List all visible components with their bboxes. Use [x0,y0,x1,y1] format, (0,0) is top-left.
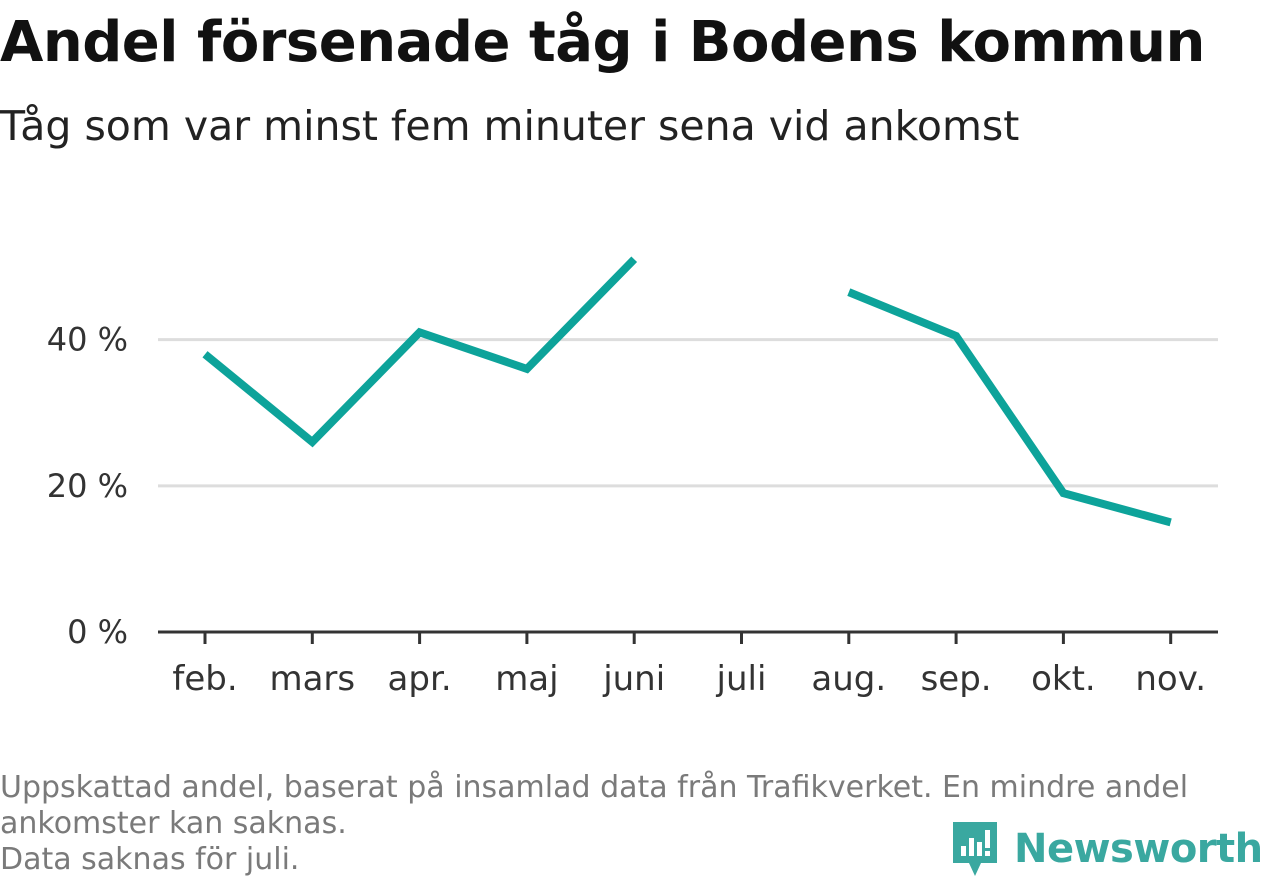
grid-lines [158,338,1218,488]
y-axis-ticks: 0 % 20 % 40 % [47,321,128,651]
x-tick-label: juni [602,659,665,699]
chart-subtitle: Tåg som var minst fem minuter sena vid a… [0,102,1020,150]
footnote-line: ankomster kan saknas. [0,806,347,841]
x-tick-label: nov. [1135,659,1206,699]
x-tick-label: sep. [921,659,992,699]
x-tick-label: apr. [388,659,452,699]
y-tick-label: 40 % [47,321,128,359]
x-axis: feb. mars apr. maj juni juli aug. sep. okt. nov. [158,630,1218,699]
footnote-line: Uppskattad andel, baserat på insamlad da… [0,770,1189,805]
x-tick-label: maj [495,659,558,699]
series-line-segment [202,256,638,448]
y-tick-label: 20 % [47,467,128,505]
x-tick-label: aug. [811,659,886,699]
x-tick-label: okt. [1031,659,1096,699]
brand-name: Newsworthy [1014,826,1262,872]
series-lines [202,256,1172,527]
series-line-segment [847,288,1172,527]
newsworthy-logo-icon [953,822,997,876]
brand-logo: Newsworthy [950,818,1262,880]
x-tick-label: feb. [172,659,237,699]
x-tick-label: mars [269,659,355,699]
footnote-line: Data saknas för juli. [0,842,300,877]
footnote: Uppskattad andel, baserat på insamlad da… [0,770,1250,878]
x-tick-label: juli [716,659,767,699]
y-tick-label: 0 % [67,613,128,651]
chart-title: Andel försenade tåg i Bodens kommun [0,10,1205,75]
